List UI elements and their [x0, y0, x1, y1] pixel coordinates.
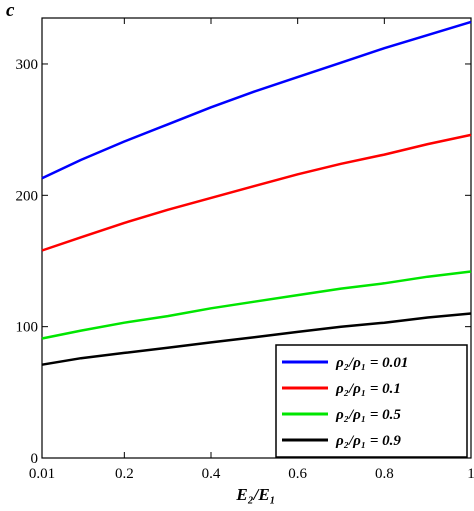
y-axis: 0 100 200 300 — [16, 57, 471, 467]
y-axis-label: c — [6, 0, 15, 21]
series-line — [41, 133, 472, 252]
legend-box — [275, 344, 468, 458]
y-tick-label: 300 — [16, 57, 39, 73]
legend-label: ρ₂/ρ₁ = 0.9 — [335, 433, 401, 449]
x-axis: 0.01 0.2 0.4 0.6 0.8 1 — [29, 18, 474, 482]
series-lines — [41, 20, 472, 366]
x-tick-label: 0.2 — [115, 466, 134, 482]
x-tick-label: 1 — [467, 466, 474, 482]
series-line — [41, 312, 472, 366]
series-line — [41, 20, 472, 180]
y-tick-label: 100 — [16, 320, 39, 336]
x-tick-label: 0.01 — [29, 466, 55, 482]
x-axis-label: E₂/E₁ — [235, 485, 275, 504]
x-tick-label: 0.8 — [375, 466, 394, 482]
x-tick-label: 0.6 — [288, 466, 307, 482]
y-tick-label: 200 — [16, 188, 39, 204]
legend-label: ρ₂/ρ₁ = 0.01 — [335, 355, 408, 371]
legend-label: ρ₂/ρ₁ = 0.5 — [335, 407, 401, 423]
legend-label: ρ₂/ρ₁ = 0.1 — [335, 381, 401, 397]
x-tick-label: 0.4 — [202, 466, 221, 482]
legend: ρ₂/ρ₁ = 0.01 ρ₂/ρ₁ = 0.1 ρ₂/ρ₁ = 0.5 ρ₂/ρ₁ … — [275, 344, 468, 458]
series-line — [41, 270, 472, 340]
plot-frame — [41, 17, 472, 459]
y-tick-label: 0 — [31, 451, 39, 467]
